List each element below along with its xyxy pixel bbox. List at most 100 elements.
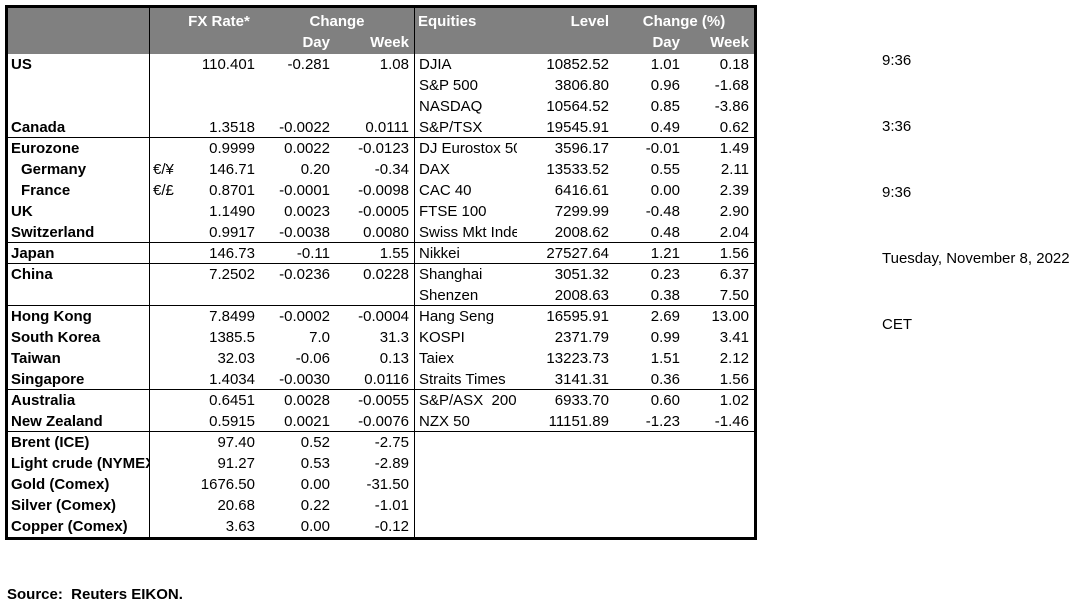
fx-week-change-cell: -0.0005	[335, 201, 415, 222]
currency-pair-cell	[150, 432, 178, 453]
fx-week-change-cell: -31.50	[335, 474, 415, 495]
country-cell	[8, 96, 150, 117]
equity-cell: DJ Eurostox 50	[419, 140, 517, 157]
fx-day-change-cell: -0.0236	[279, 266, 330, 283]
eq-week-change-cell: 7.50	[685, 285, 754, 306]
fx-day-change-cell: 0.22	[300, 497, 330, 514]
header-blank	[150, 33, 260, 54]
eq-week-change-cell	[685, 516, 754, 537]
country-cell: New Zealand	[8, 411, 150, 432]
eq-day-change-cell	[614, 495, 685, 516]
eq-day-change-cell	[614, 516, 685, 537]
fx-rate-cell: 146.71	[209, 161, 255, 178]
fx-rate-cell: 0.6451	[209, 392, 255, 409]
fx-week-change-cell: 31.3	[335, 327, 415, 348]
header-country-blank	[8, 8, 150, 33]
equity-cell: DAX	[419, 161, 450, 178]
fx-day-change-cell: -0.0022	[260, 117, 335, 138]
level-cell	[517, 432, 614, 453]
fx-rate-cell: 146.73	[178, 243, 260, 264]
currency-pair-cell	[150, 96, 178, 117]
fx-rate-cell	[178, 285, 260, 306]
eq-day-change-cell: 0.38	[614, 285, 685, 306]
equity-cell: Shenzen	[415, 285, 517, 306]
equity-cell	[415, 453, 517, 474]
fx-week-change-cell: -0.0076	[335, 411, 415, 432]
time-local-1: 9:36	[882, 52, 912, 69]
eq-week-change-cell: 2.39	[719, 182, 749, 199]
eq-day-change-cell: 2.69	[650, 308, 680, 325]
country-cell: Hong Kong	[8, 306, 150, 327]
level-cell: 16595.91	[546, 308, 609, 325]
country-cell: Brent (ICE)	[8, 432, 150, 453]
level-cell: 13223.73	[546, 350, 609, 367]
eq-day-change-cell: 0.96	[650, 77, 680, 94]
fx-day-change-cell: -0.0001	[279, 182, 330, 199]
fx-week-change-cell: -0.0123	[335, 138, 415, 159]
equity-cell: DJIA	[419, 56, 452, 73]
fx-rate-cell: 91.27	[217, 455, 255, 472]
currency-pair-cell	[150, 390, 178, 411]
level-cell: 2008.63	[517, 285, 614, 306]
fx-day-change-cell	[260, 96, 335, 117]
currency-pair-cell	[150, 264, 178, 285]
fx-day-change-cell: 0.00	[300, 518, 330, 535]
country-cell: Germany	[8, 159, 150, 180]
fx-rate-cell: 1.4034	[178, 369, 260, 390]
eq-week-change-cell: 1.49	[719, 140, 749, 157]
currency-pair-cell	[150, 411, 178, 432]
country-cell: Eurozone	[8, 138, 150, 159]
equity-cell: Straits Times	[415, 369, 517, 390]
eq-day-change-cell: -0.01	[645, 140, 680, 157]
fx-week-change-cell: 0.0111	[335, 117, 415, 138]
fx-day-change-cell: 0.0022	[284, 140, 330, 157]
eq-day-change-cell: -1.23	[614, 411, 685, 432]
footer-notes: Source: Reuters EIKON. * FX Rate for USD…	[7, 542, 774, 603]
eq-day-change-cell: 0.00	[650, 182, 680, 199]
fx-rate-cell	[178, 96, 260, 117]
country-cell: Australia	[8, 390, 150, 411]
country-cell: US	[8, 54, 150, 75]
fx-day-change-cell: -0.06	[295, 350, 330, 367]
currency-pair-cell	[150, 495, 178, 516]
currency-pair-cell	[150, 222, 178, 243]
currency-pair-cell	[150, 117, 178, 138]
fx-day-change-cell: 7.0	[309, 329, 330, 346]
header-fx-day: Day	[260, 33, 335, 54]
fx-rate-cell	[178, 75, 260, 96]
eq-week-change-cell: 1.56	[685, 369, 754, 390]
fx-equities-table: FX Rate* Change Equities Level Change (%…	[5, 5, 757, 540]
fx-day-change-cell: -0.0030	[260, 369, 335, 390]
timezone-label: CET	[882, 316, 912, 333]
level-cell: 3141.31	[517, 369, 614, 390]
equity-cell	[415, 495, 517, 516]
eq-week-change-cell: -1.68	[714, 77, 749, 94]
country-cell: Canada	[8, 117, 150, 138]
fx-rate-cell: 20.68	[217, 497, 255, 514]
eq-day-change-cell: 0.49	[614, 117, 685, 138]
currency-pair-cell	[150, 369, 178, 390]
equity-cell: Taiex	[419, 350, 455, 367]
level-cell: 11151.89	[517, 411, 614, 432]
currency-pair-cell: €/¥	[153, 161, 174, 178]
eq-day-change-cell	[614, 453, 685, 474]
fx-rate-cell: 0.5915	[178, 411, 260, 432]
eq-day-change-cell: 1.51	[650, 350, 680, 367]
fx-week-change-cell: 1.55	[335, 243, 415, 264]
fx-day-change-cell	[260, 285, 335, 306]
eq-week-change-cell: 1.56	[685, 243, 754, 264]
eq-week-change-cell: 2.11	[720, 161, 749, 178]
eq-day-change-cell: 0.36	[614, 369, 685, 390]
equity-cell	[415, 474, 517, 495]
header-pair-blank	[150, 8, 178, 33]
equity-cell: S&P/TSX	[415, 117, 517, 138]
fx-day-change-cell: 0.52	[300, 434, 330, 451]
equity-cell: Shanghai	[419, 266, 483, 283]
fx-rate-cell: 110.401	[201, 56, 255, 73]
country-cell: South Korea	[8, 327, 150, 348]
eq-week-change-cell: 13.00	[711, 308, 749, 325]
currency-pair-cell	[150, 327, 178, 348]
equity-cell: NASDAQ	[419, 98, 483, 115]
fx-week-change-cell	[335, 75, 415, 96]
fx-rate-cell: 97.40	[217, 434, 255, 451]
